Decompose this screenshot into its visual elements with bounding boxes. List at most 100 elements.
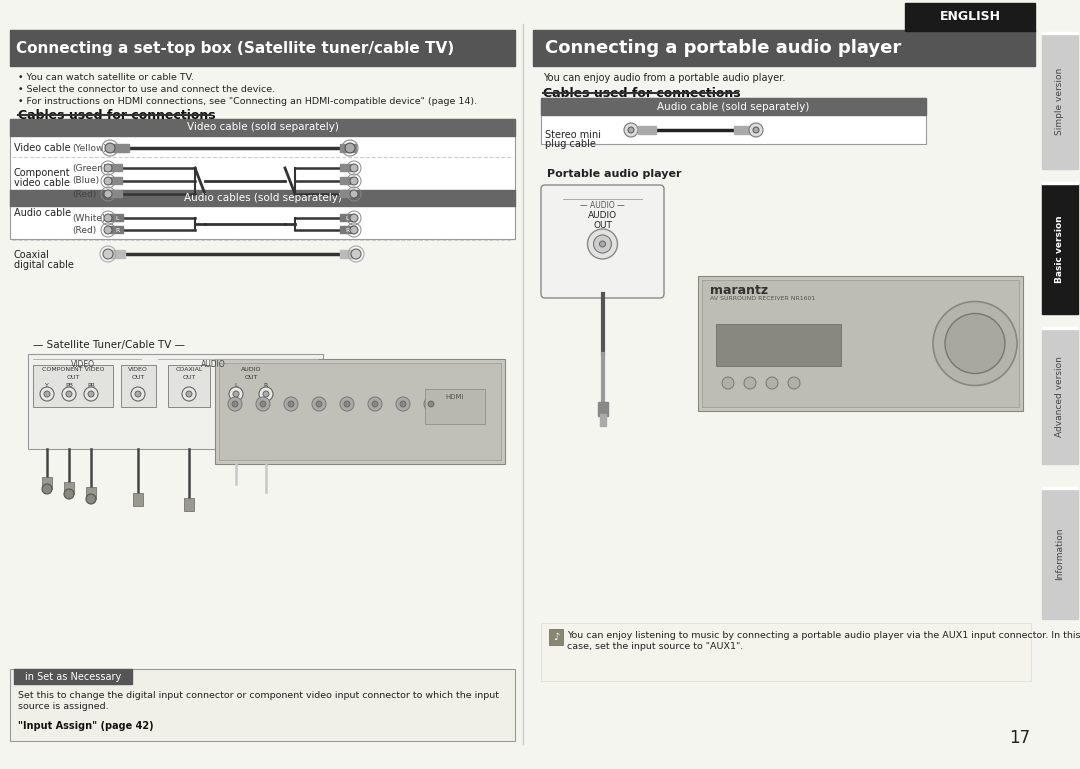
Bar [340, 164, 352, 171]
Text: L: L [234, 383, 238, 388]
Bar [340, 226, 353, 233]
Circle shape [350, 226, 357, 234]
Text: (White): (White) [72, 214, 106, 222]
Circle shape [350, 190, 357, 198]
Bar [1042, 329, 1078, 464]
Text: ENGLISH: ENGLISH [940, 9, 1000, 22]
Circle shape [288, 401, 294, 407]
Text: video cable: video cable [14, 178, 70, 188]
Bar [110, 164, 122, 171]
Circle shape [104, 190, 112, 198]
Circle shape [588, 229, 618, 259]
Circle shape [788, 377, 800, 389]
Text: Y: Y [45, 383, 49, 388]
Bar [215, 359, 505, 464]
Circle shape [42, 484, 52, 494]
Circle shape [594, 235, 611, 253]
Text: Basic version: Basic version [1055, 215, 1065, 283]
Text: in Set as Necessary: in Set as Necessary [25, 671, 121, 681]
Circle shape [186, 391, 192, 397]
Bar [110, 226, 123, 233]
Circle shape [104, 164, 112, 172]
Bar [1042, 34, 1078, 169]
Text: OUT: OUT [132, 375, 145, 380]
Text: AUDIO: AUDIO [588, 211, 617, 220]
Text: Audio cable (sold separately): Audio cable (sold separately) [658, 102, 810, 112]
Bar [541, 98, 926, 115]
Text: • Select the connector to use and connect the device.: • Select the connector to use and connec… [18, 85, 275, 94]
Text: ♪: ♪ [553, 632, 559, 642]
Circle shape [232, 401, 238, 407]
Bar [599, 414, 606, 426]
Bar [110, 250, 125, 258]
Bar [33, 365, 113, 407]
Circle shape [350, 214, 357, 222]
Text: Coaxial: Coaxial [14, 250, 50, 260]
Circle shape [345, 401, 350, 407]
Bar [221, 365, 281, 407]
Text: You can enjoy audio from a portable audio player.: You can enjoy audio from a portable audi… [543, 73, 785, 83]
Bar [10, 669, 515, 741]
Circle shape [723, 377, 734, 389]
Bar [541, 623, 1031, 681]
Text: OUT: OUT [183, 375, 195, 380]
Text: (Yellow): (Yellow) [72, 144, 107, 152]
Circle shape [372, 401, 378, 407]
Text: PB: PB [65, 383, 73, 388]
Bar [14, 669, 132, 684]
Bar [1042, 182, 1078, 184]
Circle shape [256, 397, 270, 411]
Text: AUDIO: AUDIO [241, 367, 261, 372]
Circle shape [84, 387, 98, 401]
Text: You can enjoy listening to music by connecting a portable audio player via the A: You can enjoy listening to music by conn… [567, 631, 1080, 640]
Bar [1042, 184, 1078, 314]
Text: OUT: OUT [244, 375, 258, 380]
Bar [702, 280, 1020, 407]
Circle shape [131, 387, 145, 401]
Circle shape [424, 397, 438, 411]
Text: case, set the input source to "AUX1".: case, set the input source to "AUX1". [567, 642, 743, 651]
Text: OUT: OUT [593, 221, 612, 230]
Bar [86, 487, 96, 499]
Bar [698, 276, 1023, 411]
Bar [426, 389, 485, 424]
Text: Audio cables (sold separately): Audio cables (sold separately) [184, 193, 341, 203]
Text: Component: Component [14, 168, 70, 178]
Circle shape [260, 401, 266, 407]
Text: Connecting a portable audio player: Connecting a portable audio player [545, 39, 901, 57]
Text: COAXIAL: COAXIAL [175, 367, 203, 372]
Text: VIDEO: VIDEO [71, 360, 95, 369]
Bar [534, 30, 1035, 66]
Circle shape [105, 143, 114, 153]
Text: Video cable: Video cable [14, 143, 70, 153]
Circle shape [350, 164, 357, 172]
Circle shape [259, 387, 273, 401]
Bar [340, 250, 355, 258]
Text: — Satellite Tuner/Cable TV —: — Satellite Tuner/Cable TV — [33, 340, 185, 350]
Text: OUT: OUT [66, 375, 80, 380]
Circle shape [599, 241, 606, 247]
Bar [110, 190, 122, 197]
Text: (Red): (Red) [72, 189, 96, 198]
Circle shape [428, 401, 434, 407]
Text: R: R [345, 228, 349, 232]
Circle shape [87, 391, 94, 397]
Bar [541, 98, 926, 144]
Text: • You can watch satellite or cable TV.: • You can watch satellite or cable TV. [18, 73, 194, 82]
Text: plug cable: plug cable [545, 139, 596, 149]
Bar [716, 324, 841, 366]
Bar [10, 119, 515, 136]
Circle shape [345, 143, 355, 153]
Circle shape [284, 397, 298, 411]
Bar [110, 177, 122, 184]
Text: — AUDIO —: — AUDIO — [580, 201, 625, 210]
Text: • For instructions on HDMI connections, see "Connecting an HDMI-compatible devic: • For instructions on HDMI connections, … [18, 97, 477, 106]
Bar [597, 402, 607, 416]
Text: VIDEO: VIDEO [129, 367, 148, 372]
Text: marantz: marantz [710, 284, 768, 297]
Bar [549, 629, 563, 645]
Text: (Blue): (Blue) [72, 177, 99, 185]
Bar [340, 144, 356, 152]
Bar [340, 177, 352, 184]
Bar [10, 119, 515, 239]
